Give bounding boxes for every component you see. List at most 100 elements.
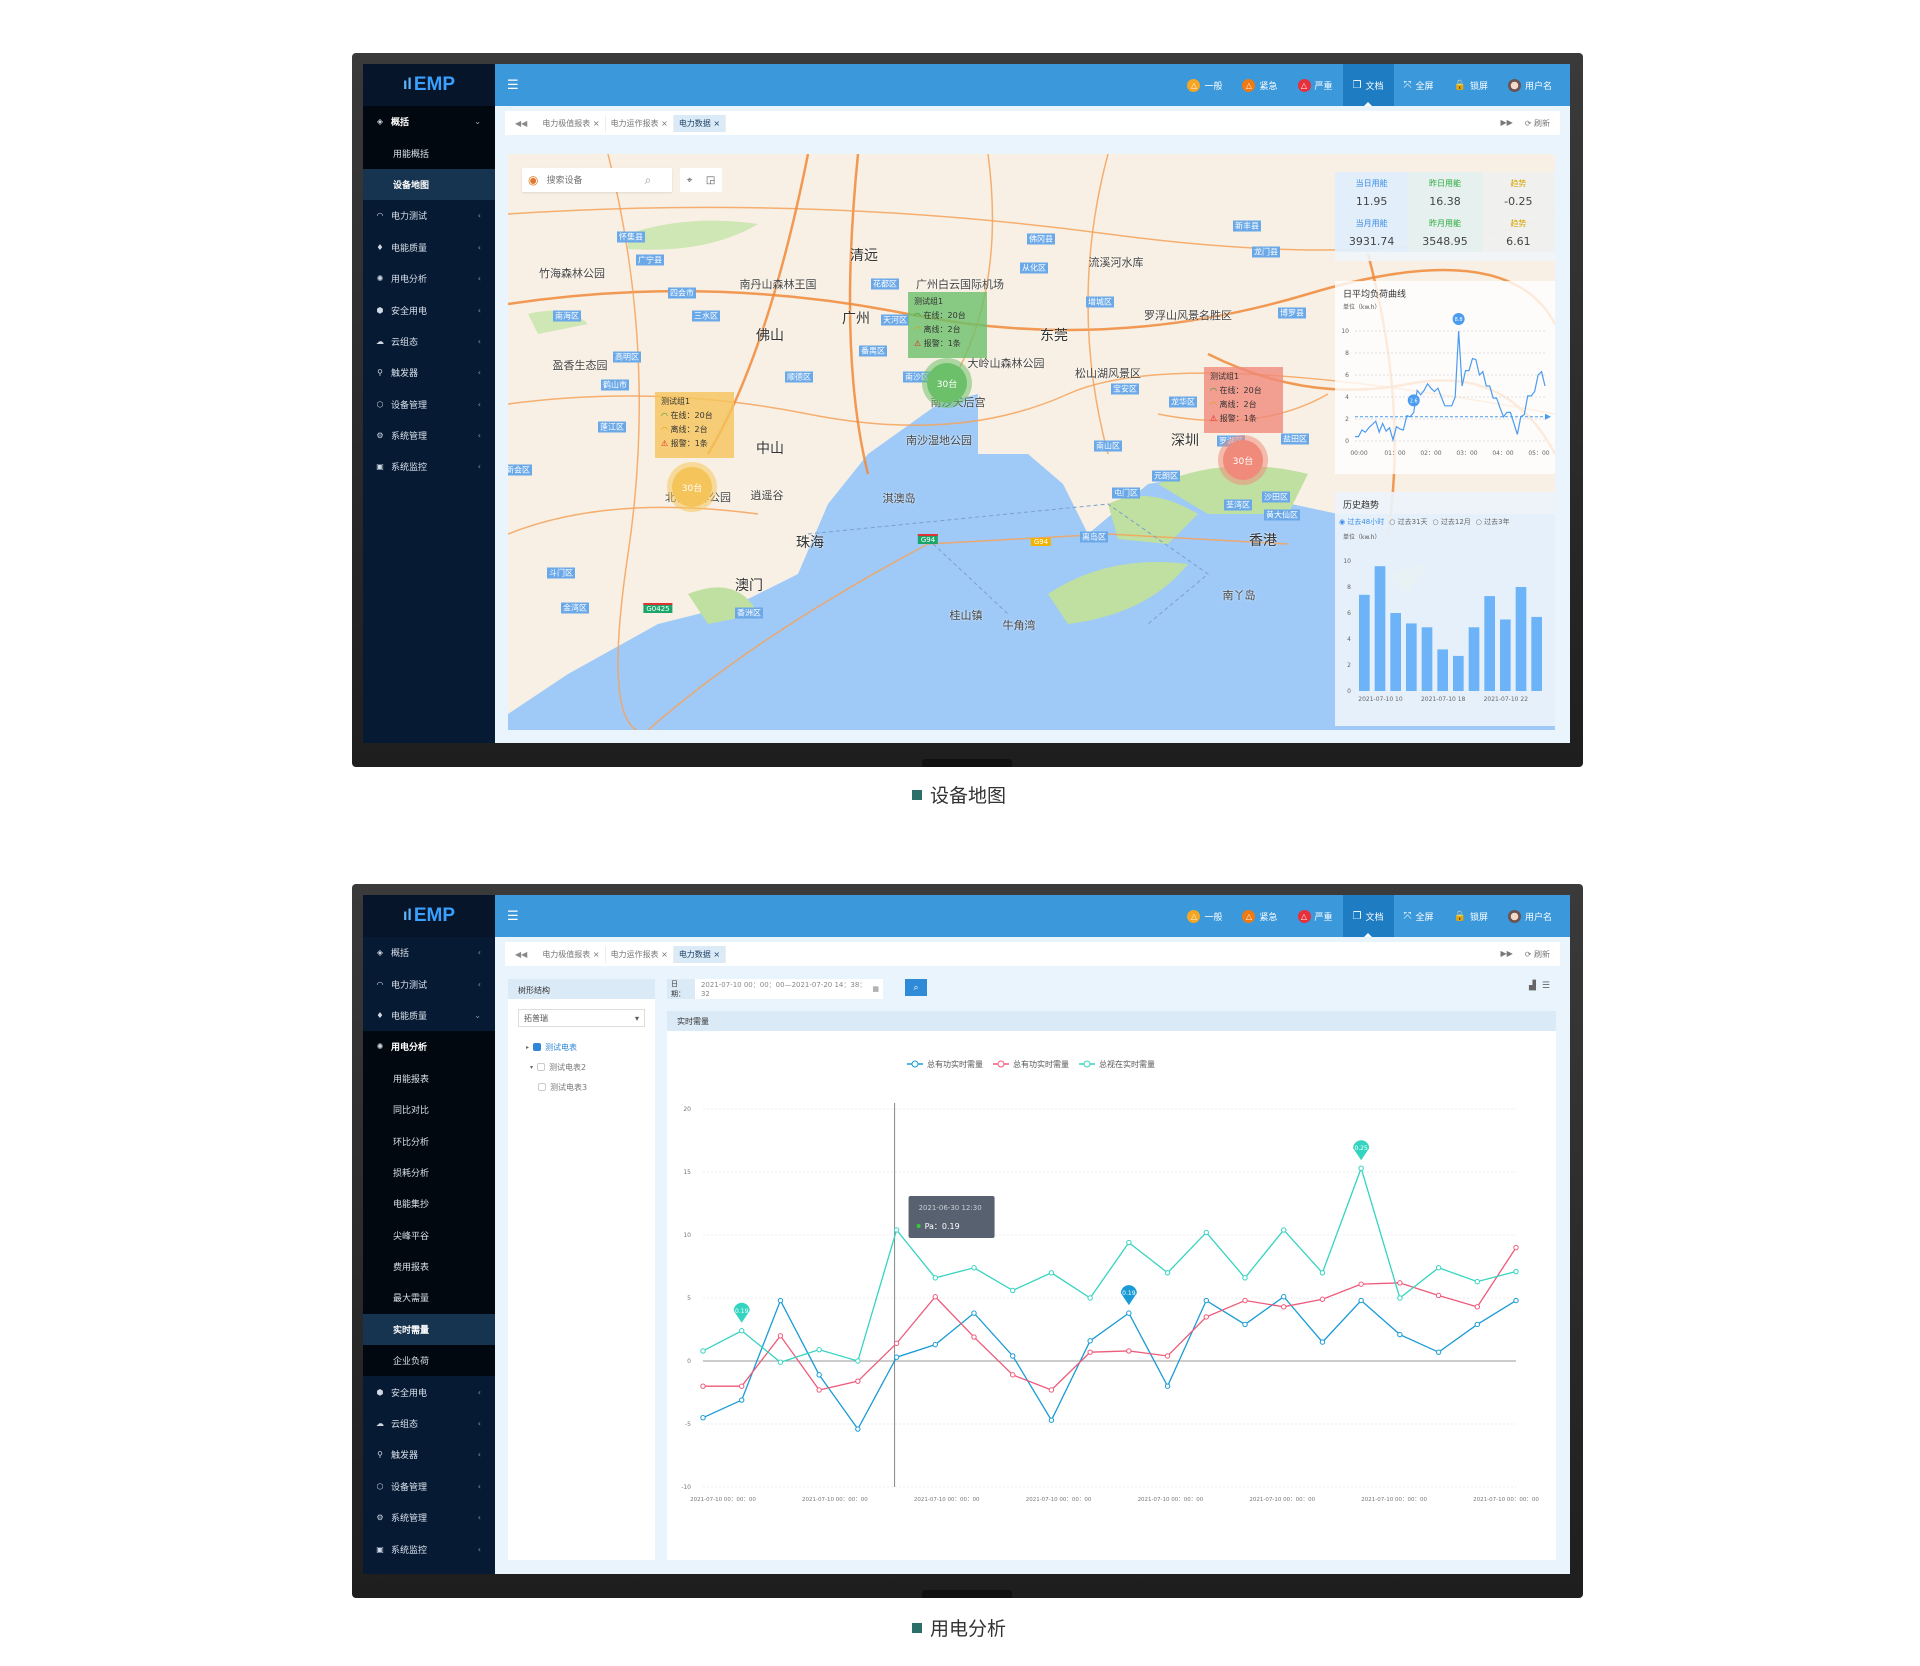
sidebar-item-4[interactable]: 用能报表 bbox=[363, 1062, 495, 1094]
sidebar-item-10[interactable]: ⚙ 系统管理 ‹ bbox=[363, 420, 495, 451]
caret-down-icon[interactable]: ▾ bbox=[530, 1063, 534, 1071]
tabs-next-icon[interactable]: ▶▶ bbox=[1500, 948, 1513, 958]
sidebar-item-3[interactable]: ✺ 用电分析 bbox=[363, 1031, 495, 1063]
tab-0[interactable]: 电力极值报表 × bbox=[537, 114, 606, 132]
realtime-demand-chart[interactable]: 总有功实时需量 总有功实时需量 总视在实时需量 -10 -5 0 5 10 15 20 2021-0… bbox=[667, 1011, 1556, 1560]
sidebar-item-1[interactable]: 用能概括 bbox=[363, 137, 495, 169]
sidebar-item-10[interactable]: 费用报表 bbox=[363, 1250, 495, 1283]
menu-toggle-icon[interactable]: ☰ bbox=[507, 908, 519, 924]
search-input[interactable] bbox=[546, 175, 637, 185]
sidebar-item-16[interactable]: ⚲ 触发器 ‹ bbox=[363, 1439, 495, 1470]
expand-icon[interactable]: ◲ bbox=[705, 174, 716, 186]
header-tool-1[interactable]: △ 紧急 bbox=[1232, 895, 1287, 937]
cluster-info-box[interactable]: 测试组1 ◠ 在线：20台 ◠ 离线：2台 ⚠ 报警：1条 bbox=[655, 392, 734, 458]
locate-icon[interactable]: ⌖ bbox=[686, 174, 693, 186]
sidebar-item-2[interactable]: 设备地图 bbox=[363, 168, 495, 201]
refresh-button[interactable]: ⟳ 刷新 bbox=[1525, 949, 1550, 960]
menu-toggle-icon[interactable]: ☰ bbox=[507, 77, 519, 93]
tree-node[interactable]: ▸ 测试电表 bbox=[508, 1037, 655, 1057]
sidebar-item-7[interactable]: ☁ 云组态 ‹ bbox=[363, 326, 495, 357]
search-icon[interactable]: ⌕ bbox=[644, 172, 652, 187]
header-tool-2[interactable]: △ 严重 bbox=[1288, 895, 1343, 937]
bar-chart-icon[interactable]: ▟ bbox=[1529, 981, 1536, 991]
cluster-count-marker[interactable]: 30台 bbox=[672, 467, 712, 507]
refresh-button[interactable]: ⟳ 刷新 bbox=[1525, 118, 1550, 129]
range-radio-0[interactable]: ◉ 过去48小时 bbox=[1339, 517, 1384, 527]
sidebar-item-5[interactable]: ✺ 用电分析 ‹ bbox=[363, 263, 495, 294]
tooltip-dot bbox=[916, 1223, 921, 1228]
sidebar-item-8[interactable]: 电能集抄 bbox=[363, 1188, 495, 1220]
header-tool-4[interactable]: ⤧ 全屏 bbox=[1394, 895, 1444, 937]
search-button[interactable]: ⌕ bbox=[905, 979, 927, 996]
tree-node[interactable]: 测试电表3 bbox=[508, 1077, 655, 1097]
header-tool-5[interactable]: 🔒 锁屏 bbox=[1444, 895, 1498, 937]
header-tool-4[interactable]: ⤧ 全屏 bbox=[1394, 64, 1444, 106]
sidebar-item-0[interactable]: ◈ 概括 ‹ bbox=[363, 937, 495, 968]
header-tool-0[interactable]: △ 一般 bbox=[1177, 895, 1232, 937]
tree-select[interactable]: 拓普瑞 ▾ bbox=[518, 1009, 645, 1027]
calendar-icon[interactable]: ▦ bbox=[872, 985, 879, 993]
y-tick-label: -5 bbox=[685, 1421, 691, 1428]
sidebar-item-4[interactable]: ♦ 电能质量 ‹ bbox=[363, 232, 495, 263]
range-radio-1[interactable]: ○ 过去31天 bbox=[1389, 517, 1427, 527]
sidebar-item-11[interactable]: 最大需量 bbox=[363, 1282, 495, 1314]
checkbox[interactable] bbox=[533, 1043, 542, 1051]
tabs-prev-icon[interactable]: ◀◀ bbox=[515, 118, 528, 128]
sidebar-item-14[interactable]: ⬢ 安全用电 ‹ bbox=[363, 1376, 495, 1407]
tab-2[interactable]: 电力数据 × bbox=[673, 945, 727, 963]
tab-0[interactable]: 电力极值报表 × bbox=[537, 945, 606, 963]
date-value[interactable]: 2021-07-10 00：00：00—2021-07-20 14：38：32 bbox=[700, 981, 867, 998]
header-tool-3[interactable]: ❐ 文档 bbox=[1342, 64, 1394, 106]
sidebar-item-13[interactable]: 企业负荷 bbox=[363, 1345, 495, 1377]
legend-item[interactable]: 总有功实时需量 bbox=[993, 1059, 1069, 1069]
tab-1[interactable]: 电力运作报表 × bbox=[606, 114, 674, 132]
sidebar-item-5[interactable]: 同比对比 bbox=[363, 1093, 495, 1126]
checkbox[interactable] bbox=[537, 1063, 546, 1071]
checkbox[interactable] bbox=[538, 1083, 546, 1091]
legend-item[interactable]: 总有功实时需量 bbox=[907, 1059, 983, 1069]
header-tool-6[interactable]: 用户名 bbox=[1498, 64, 1562, 106]
device-search[interactable]: ◉ ⌕ bbox=[522, 168, 672, 192]
sidebar-item-9[interactable]: ⬡ 设备管理 ‹ bbox=[363, 389, 495, 420]
cluster-info-box[interactable]: 测试组1 ◠ 在线：20台 ◠ 离线：2台 ⚠ 报警：1条 bbox=[908, 292, 987, 358]
sidebar-item-0[interactable]: ◈ 概括 ⌄ bbox=[363, 106, 495, 138]
range-radio-2[interactable]: ○ 过去12月 bbox=[1433, 517, 1471, 527]
sidebar-item-3[interactable]: ◠ 电力测试 ‹ bbox=[363, 200, 495, 231]
sidebar-item-6[interactable]: ⬢ 安全用电 ‹ bbox=[363, 294, 495, 325]
sidebar-item-19[interactable]: ▣ 系统监控 ‹ bbox=[363, 1533, 495, 1564]
sidebar-item-18[interactable]: ⚙ 系统管理 ‹ bbox=[363, 1502, 495, 1533]
tab-1[interactable]: 电力运作报表 × bbox=[606, 945, 674, 963]
sidebar-item-11[interactable]: ▣ 系统监控 ‹ bbox=[363, 451, 495, 482]
device-map[interactable]: 清远 广州 佛山 东莞 中山 深圳 珠海 澳门 香港 南丹山森林王国 广州白云国际机场 大岭山森林公园… bbox=[508, 154, 1555, 730]
legend-item[interactable]: 总视在实时需量 bbox=[1079, 1059, 1155, 1069]
header-tool-3[interactable]: ❐ 文档 bbox=[1342, 895, 1394, 937]
header-tool-0[interactable]: △ 一般 bbox=[1177, 64, 1232, 106]
data-point bbox=[739, 1397, 745, 1403]
tabs-prev-icon[interactable]: ◀◀ bbox=[515, 949, 528, 959]
tree-node[interactable]: ▾ 测试电表2 bbox=[508, 1057, 655, 1077]
sidebar-item-2[interactable]: ♦ 电能质量 ⌄ bbox=[363, 1000, 495, 1031]
sidebar-item-label: 安全用电 bbox=[391, 306, 428, 317]
sidebar-item-6[interactable]: 环比分析 bbox=[363, 1125, 495, 1157]
header-tool-6[interactable]: 用户名 bbox=[1498, 895, 1562, 937]
list-icon[interactable]: ☰ bbox=[1541, 981, 1550, 991]
caret-right-icon[interactable]: ▸ bbox=[526, 1043, 530, 1051]
range-radio-3[interactable]: ○ 过去3年 bbox=[1476, 517, 1510, 527]
sidebar-item-7[interactable]: 损耗分析 bbox=[363, 1156, 495, 1189]
sidebar-item-8[interactable]: ⚲ 触发器 ‹ bbox=[363, 357, 495, 388]
header-tool-2[interactable]: △ 严重 bbox=[1288, 64, 1343, 106]
header-tool-5[interactable]: 🔒 锁屏 bbox=[1444, 64, 1498, 106]
header-tool-1[interactable]: △ 紧急 bbox=[1232, 64, 1287, 106]
sidebar-item-9[interactable]: 尖峰平谷 bbox=[363, 1219, 495, 1251]
cluster-count-marker[interactable]: 30台 bbox=[1223, 440, 1263, 480]
date-range-field[interactable]: 日期： 2021-07-10 00：00：00—2021-07-20 14：38… bbox=[667, 979, 883, 999]
sidebar-item-1[interactable]: ◠ 电力测试 ‹ bbox=[363, 968, 495, 999]
sidebar-item-12[interactable]: 实时需量 bbox=[363, 1313, 495, 1346]
sidebar-item-15[interactable]: ☁ 云组态 ‹ bbox=[363, 1408, 495, 1439]
tabs-next-icon[interactable]: ▶▶ bbox=[1500, 117, 1513, 127]
tab-2[interactable]: 电力数据 × bbox=[673, 114, 727, 132]
cluster-info-box[interactable]: 测试组1 ◠ 在线：20台 ◠ 离线：2台 ⚠ 报警：1条 bbox=[1204, 367, 1283, 433]
cluster-count-marker[interactable]: 30台 bbox=[927, 363, 967, 403]
tree-panel: 树形结构 拓普瑞 ▾ ▸ 测试电表 ▾ 测试电表2 测试电表3 bbox=[508, 979, 655, 1560]
sidebar-item-17[interactable]: ⬡ 设备管理 ‹ bbox=[363, 1471, 495, 1502]
